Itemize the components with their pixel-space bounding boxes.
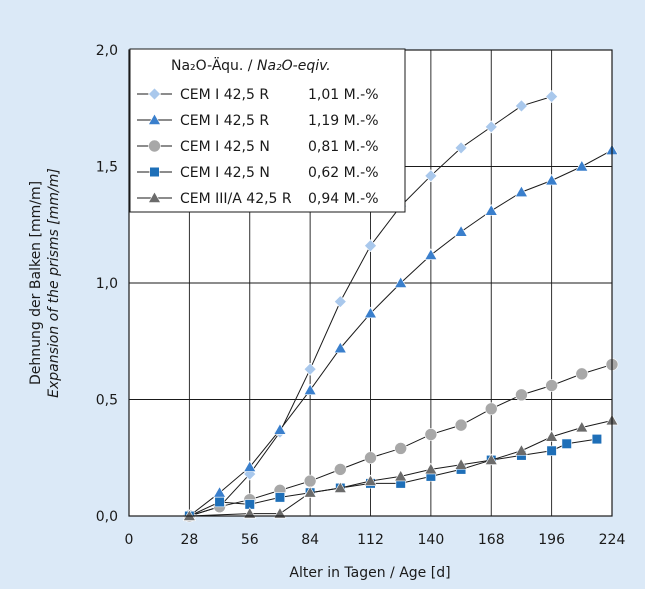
legend-box — [129, 48, 406, 213]
data-point-series-1 — [515, 99, 528, 113]
x-tick-label: 168 — [478, 532, 505, 548]
data-point-series-2 — [454, 225, 468, 237]
data-point-series-5 — [454, 458, 468, 470]
x-tick-label: 112 — [357, 532, 384, 548]
data-point-series-4 — [214, 496, 225, 508]
data-point-series-3 — [484, 402, 498, 416]
data-point-series-4 — [591, 434, 603, 445]
data-point-series-2 — [303, 383, 317, 395]
data-point-series-2 — [424, 248, 438, 260]
legend-cement-label: CEM I 42,5 N — [180, 165, 270, 181]
data-point-series-2 — [243, 460, 257, 472]
x-tick-label: 140 — [418, 532, 445, 548]
legend-value-label: 1,01 M.-% — [308, 87, 379, 103]
data-point-series-1 — [454, 141, 468, 155]
x-tick-label: 0 — [125, 532, 134, 548]
x-tick-label: 28 — [180, 532, 198, 548]
legend-cement-label: CEM III/A 42,5 R — [180, 191, 292, 207]
data-point-series-2 — [363, 306, 378, 319]
data-point-series-4 — [274, 492, 286, 503]
data-point-series-2 — [394, 276, 408, 288]
data-point-series-5 — [424, 462, 438, 475]
data-point-series-3 — [364, 451, 377, 465]
data-point-series-5 — [182, 509, 196, 521]
data-point-series-2 — [575, 159, 589, 172]
y-axis-label-de: Dehnung der Balken [mm/m] — [28, 181, 44, 385]
legend-cement-label: CEM I 42,5 R — [180, 87, 269, 103]
data-point-series-5 — [363, 474, 378, 486]
legend-marker — [147, 113, 162, 125]
data-point-series-2 — [333, 341, 347, 354]
legend-value-label: 0,81 M.-% — [308, 139, 379, 155]
x-tick-label: 84 — [301, 532, 319, 548]
legend-header: Na₂O-Äqu. / Na₂O-eqiv. — [171, 56, 331, 74]
x-tick-label: 196 — [538, 532, 565, 548]
x-tick-labels: 0 28 56 84 112 140 168 196 224 — [125, 532, 626, 548]
y-tick-label: 0,5 — [96, 393, 118, 409]
legend-value-label: 1,19 M.-% — [308, 113, 379, 129]
y-tick-label: 0,0 — [96, 509, 118, 525]
legend-cement-label: CEM I 42,5 N — [180, 139, 270, 155]
data-point-series-5 — [303, 486, 317, 498]
data-point-series-1 — [484, 120, 498, 134]
data-point-series-3 — [454, 418, 468, 432]
data-point-series-1 — [545, 90, 559, 104]
data-point-series-3 — [515, 388, 528, 402]
legend-marker — [148, 87, 161, 101]
data-point-series-2 — [273, 423, 287, 435]
legend-header-de: Na₂O-Äqu. / — [171, 56, 257, 74]
data-point-series-3 — [303, 474, 317, 488]
data-point-series-5 — [545, 430, 559, 442]
data-point-series-5 — [484, 453, 498, 465]
data-point-series-3 — [545, 379, 558, 392]
legend-marker — [148, 139, 161, 153]
data-point-series-1 — [303, 362, 317, 376]
legend-rows: CEM I 42,5 R 1,01 M.-% CEM I 42,5 R 1,19 M.… — [137, 87, 379, 207]
y-axis-label-en: Expansion of the prisms [mm/m] — [46, 168, 62, 398]
legend-header-en: Na₂O-eqiv. — [257, 58, 331, 74]
data-point-series-3 — [575, 367, 589, 381]
series-group — [182, 90, 619, 523]
data-point-series-1 — [333, 295, 347, 309]
y-tick-labels: 0,0 0,5 1,0 1,5 2,0 — [96, 43, 118, 525]
x-tick-label: 56 — [241, 532, 259, 548]
y-tick-label: 2,0 — [96, 43, 118, 59]
data-point-series-2 — [545, 173, 559, 186]
data-point-series-5 — [575, 420, 589, 433]
legend-marker — [149, 166, 160, 178]
data-point-series-2 — [514, 185, 528, 197]
data-point-series-3 — [334, 463, 347, 476]
y-tick-label: 1,0 — [96, 276, 118, 292]
legend-value-label: 0,62 M.-% — [308, 165, 379, 181]
legend-value-label: 0,94 M.-% — [308, 191, 379, 207]
y-tick-label: 1,5 — [96, 160, 118, 176]
data-point-series-4 — [546, 445, 557, 456]
data-point-series-5 — [394, 469, 408, 482]
data-point-series-3 — [394, 442, 407, 455]
data-point-series-5 — [514, 444, 528, 456]
legend: Na₂O-Äqu. / Na₂O-eqiv. CEM I 42,5 R 1,01 … — [129, 48, 406, 213]
data-point-series-5 — [333, 481, 347, 493]
legend-cement-label: CEM I 42,5 R — [180, 113, 269, 129]
x-tick-label: 224 — [599, 532, 626, 548]
data-point-series-2 — [484, 204, 498, 216]
data-point-series-1 — [424, 169, 438, 183]
data-point-series-3 — [424, 428, 438, 441]
data-point-series-4 — [561, 438, 572, 449]
data-point-series-1 — [364, 239, 377, 253]
x-axis-label: Alter in Tagen / Age [d] — [289, 565, 450, 581]
legend-marker — [147, 191, 162, 203]
